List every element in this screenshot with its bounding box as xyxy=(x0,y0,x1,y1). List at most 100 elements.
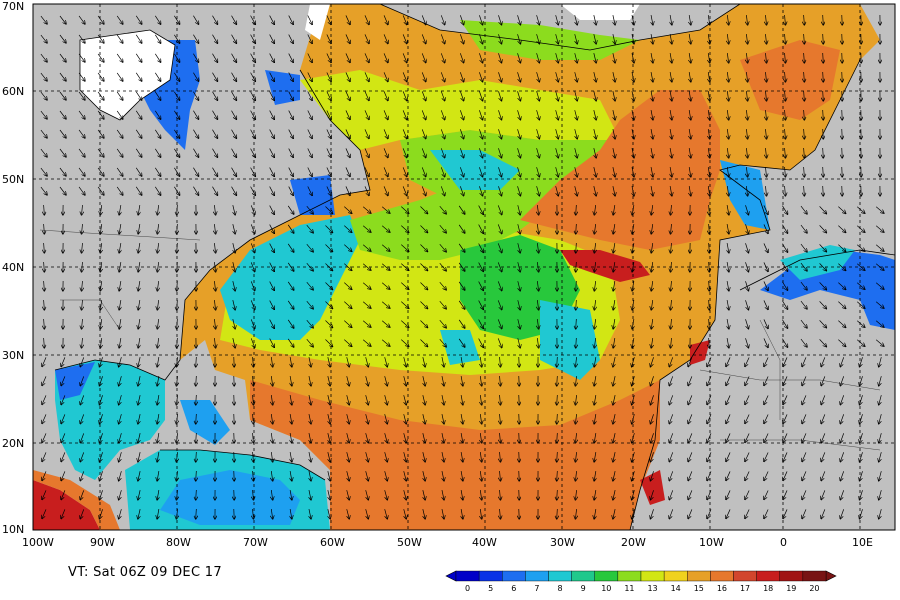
direction-arrow xyxy=(670,204,671,215)
direction-arrow xyxy=(174,129,179,138)
direction-arrow xyxy=(804,33,805,44)
direction-arrow xyxy=(613,376,615,386)
direction-arrow xyxy=(196,489,197,500)
direction-arrow xyxy=(325,206,332,213)
legend-swatch xyxy=(571,570,595,582)
direction-arrow xyxy=(458,224,465,233)
direction-arrow xyxy=(385,471,388,481)
direction-arrow xyxy=(557,413,558,424)
direction-arrow xyxy=(785,128,786,139)
direction-arrow xyxy=(763,319,768,328)
direction-arrow xyxy=(42,509,47,518)
direction-arrow xyxy=(557,356,558,367)
direction-arrow xyxy=(555,91,559,101)
direction-arrow xyxy=(575,451,576,462)
direction-arrow xyxy=(800,243,807,252)
legend-tick-label: 9 xyxy=(581,584,586,593)
direction-arrow xyxy=(421,129,426,138)
direction-arrow xyxy=(613,452,615,462)
direction-arrow xyxy=(460,91,463,100)
direction-arrow xyxy=(196,394,197,405)
direction-arrow xyxy=(364,110,369,119)
direction-arrow xyxy=(383,91,388,100)
direction-arrow xyxy=(594,242,595,253)
direction-arrow xyxy=(594,414,596,424)
direction-arrow xyxy=(119,509,122,519)
direction-arrow xyxy=(362,282,371,289)
direction-arrow xyxy=(97,53,104,62)
direction-arrow xyxy=(765,90,766,101)
direction-arrow xyxy=(517,53,521,63)
direction-arrow xyxy=(879,452,882,462)
direction-arrow xyxy=(688,376,693,385)
legend-swatch xyxy=(663,570,688,582)
direction-arrow xyxy=(214,318,215,329)
direction-arrow xyxy=(727,166,728,177)
direction-arrow xyxy=(233,205,235,215)
direction-arrow xyxy=(347,509,349,519)
direction-arrow xyxy=(138,338,140,348)
direction-arrow xyxy=(726,471,731,480)
direction-arrow xyxy=(421,110,426,119)
direction-arrow xyxy=(555,72,559,82)
direction-arrow xyxy=(536,167,540,177)
direction-arrow xyxy=(497,319,502,328)
direction-arrow xyxy=(821,471,826,480)
direction-arrow xyxy=(404,414,406,424)
direction-arrow xyxy=(290,471,292,481)
direction-arrow xyxy=(42,357,47,366)
direction-arrow xyxy=(42,414,47,423)
color-scale-legend: 0 5 6 7 8 9 10 11 13 14 15 16 17 18 19 20 xyxy=(445,570,837,593)
direction-arrow xyxy=(745,281,749,291)
direction-arrow xyxy=(669,376,674,385)
direction-arrow xyxy=(709,261,710,272)
direction-arrow xyxy=(99,414,103,423)
direction-arrow xyxy=(688,357,693,366)
direction-arrow xyxy=(575,489,576,500)
direction-arrow xyxy=(421,148,426,157)
direction-arrow xyxy=(765,14,766,25)
direction-arrow xyxy=(782,205,787,215)
direction-arrow xyxy=(119,338,121,348)
direction-arrow xyxy=(838,320,845,328)
direction-arrow xyxy=(328,433,330,443)
direction-arrow xyxy=(745,357,750,366)
direction-arrow xyxy=(59,91,66,100)
direction-arrow xyxy=(154,15,160,24)
direction-arrow xyxy=(307,129,312,139)
direction-arrow xyxy=(440,148,444,157)
legend-tick-label: 20 xyxy=(809,584,819,593)
direction-arrow xyxy=(458,319,465,328)
direction-arrow xyxy=(442,357,444,367)
direction-arrow xyxy=(269,34,275,44)
direction-arrow xyxy=(689,15,691,25)
direction-arrow xyxy=(212,72,217,82)
direction-arrow xyxy=(80,452,85,461)
direction-arrow xyxy=(309,490,311,500)
direction-arrow xyxy=(500,356,501,367)
direction-arrow xyxy=(802,357,807,366)
direction-arrow xyxy=(802,490,807,499)
direction-arrow xyxy=(347,471,349,481)
direction-arrow xyxy=(650,357,654,366)
direction-arrow xyxy=(385,376,388,386)
direction-arrow xyxy=(804,185,805,196)
direction-arrow xyxy=(97,167,104,176)
direction-arrow xyxy=(650,490,654,499)
direction-arrow xyxy=(575,110,577,120)
direction-arrow xyxy=(119,490,122,500)
direction-arrow xyxy=(708,72,709,82)
direction-arrow xyxy=(78,91,85,100)
direction-arrow xyxy=(594,15,596,25)
direction-arrow xyxy=(709,318,710,329)
direction-arrow xyxy=(727,109,728,120)
direction-arrow xyxy=(823,109,824,120)
direction-arrow xyxy=(613,224,615,234)
direction-arrow xyxy=(840,414,845,423)
direction-arrow xyxy=(632,357,635,367)
direction-arrow xyxy=(460,53,463,62)
direction-arrow xyxy=(344,225,351,233)
legend-tick-label: 15 xyxy=(694,584,704,593)
direction-arrow xyxy=(420,206,427,213)
direction-arrow xyxy=(460,148,463,157)
